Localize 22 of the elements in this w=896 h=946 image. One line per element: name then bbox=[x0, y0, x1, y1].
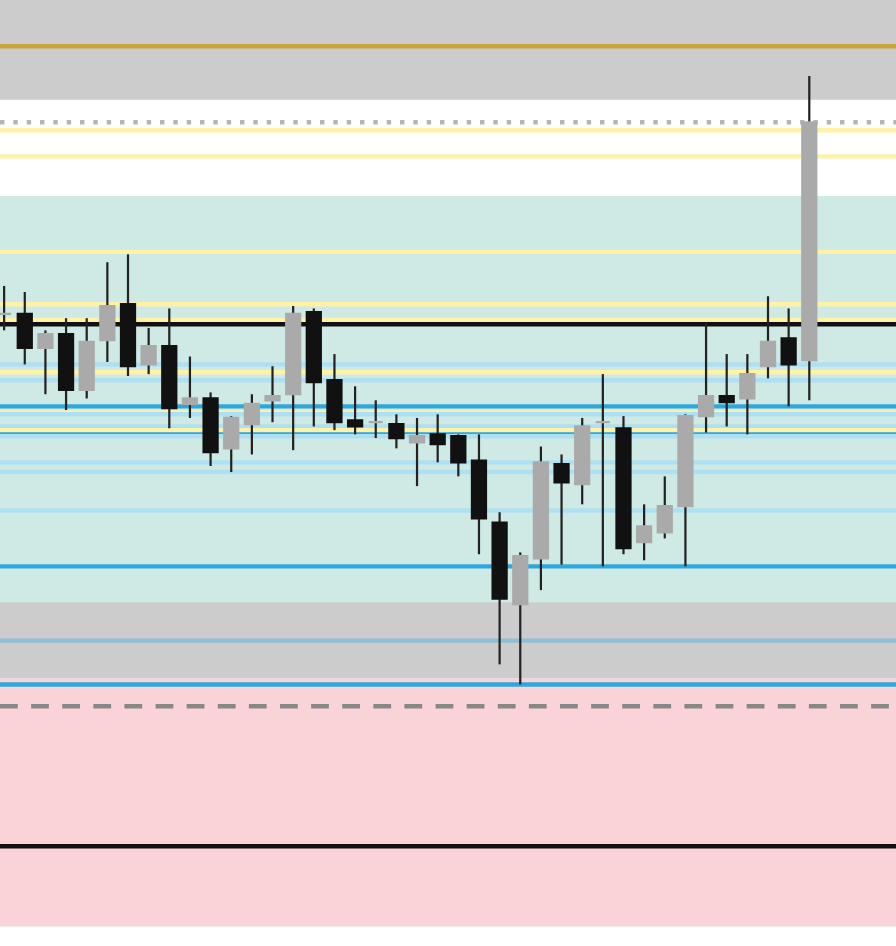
candlestick bbox=[718, 352, 735, 428]
candlestick bbox=[408, 416, 426, 488]
candlestick bbox=[594, 373, 611, 568]
candlestick bbox=[656, 475, 673, 540]
candlestick bbox=[636, 503, 653, 562]
candlestick bbox=[223, 415, 240, 474]
candlestick bbox=[99, 261, 116, 364]
candlestick bbox=[739, 352, 756, 436]
candlestick bbox=[140, 326, 157, 376]
candlestick bbox=[697, 321, 715, 434]
candlestick bbox=[264, 365, 281, 424]
candlestick bbox=[553, 453, 570, 566]
candlestick bbox=[181, 355, 199, 420]
candlestick bbox=[346, 385, 364, 436]
candlestick bbox=[450, 433, 467, 478]
candlestick bbox=[243, 393, 260, 456]
candlestick bbox=[367, 399, 384, 440]
candlestick bbox=[37, 329, 54, 396]
candlestick bbox=[429, 413, 446, 464]
candlestick bbox=[326, 352, 343, 432]
candlestick bbox=[388, 413, 405, 450]
candlestick bbox=[759, 295, 777, 380]
